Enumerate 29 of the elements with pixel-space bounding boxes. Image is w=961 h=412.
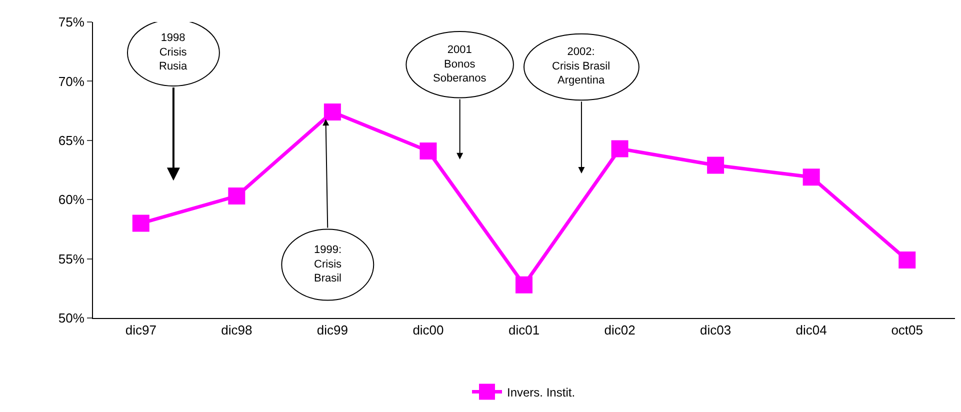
point (132, 214, 150, 232)
point (707, 156, 724, 174)
y-tick-label: 65% (58, 132, 85, 148)
x-tick-label: dic97 (125, 322, 156, 338)
point (611, 140, 628, 158)
y-tick-label: 55% (58, 251, 85, 266)
x-tick-label: dic03 (700, 322, 732, 338)
annotation: 1999: Crisis Brasil (314, 244, 342, 285)
y-tick-label: 70% (58, 74, 85, 89)
legend-label: Invers. Instit. (507, 385, 576, 400)
point (324, 103, 341, 120)
y-tick-label: 50% (58, 310, 85, 326)
y-tick-label: 60% (58, 192, 85, 208)
x-tick-label: dic04 (796, 322, 827, 338)
point (802, 168, 820, 186)
x-tick-label: dic99 (316, 322, 348, 338)
point (228, 188, 246, 205)
x-tick-label: dic02 (604, 322, 636, 338)
x-tick-label: dic98 (221, 322, 252, 338)
annotation: 2002: Crisis Brasil Argentina (552, 46, 610, 87)
y-tick-label: 75% (58, 14, 85, 30)
x-tick-label: dic00 (412, 322, 444, 338)
annotation: 2001 Bonos Soberanos (433, 44, 487, 85)
annotation: 1998 Crisis Rusia (159, 32, 188, 73)
point (516, 276, 532, 294)
x-tick-label: dic01 (508, 322, 540, 338)
x-tick-label: oct05 (891, 322, 924, 338)
point (420, 142, 437, 160)
point (898, 251, 916, 268)
